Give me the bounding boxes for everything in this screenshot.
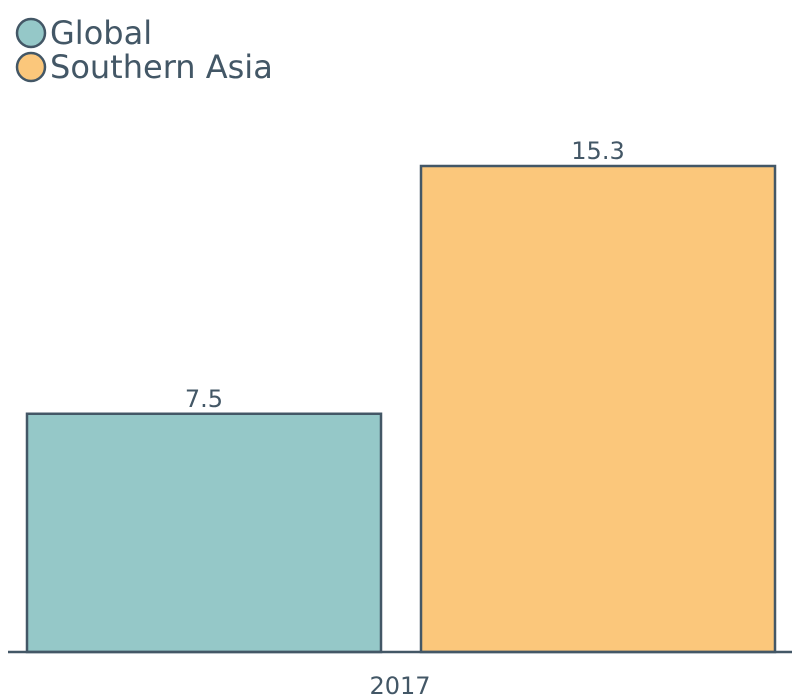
legend-swatch-2: [15, 51, 47, 83]
bar-1: [25, 412, 383, 654]
legend-swatch-1: [15, 17, 47, 49]
value-label-2: 15.3: [571, 137, 624, 165]
x-tick-label-1: 2017: [369, 672, 430, 700]
bars: [25, 164, 777, 654]
legend-label-1: Global: [50, 14, 152, 52]
value-labels: 7.5 15.3: [185, 137, 625, 413]
x-axis-ticks: 2017: [369, 672, 430, 700]
legend-label-2: Southern Asia: [50, 48, 273, 86]
bar-2: [419, 164, 777, 654]
value-label-1: 7.5: [185, 385, 223, 413]
